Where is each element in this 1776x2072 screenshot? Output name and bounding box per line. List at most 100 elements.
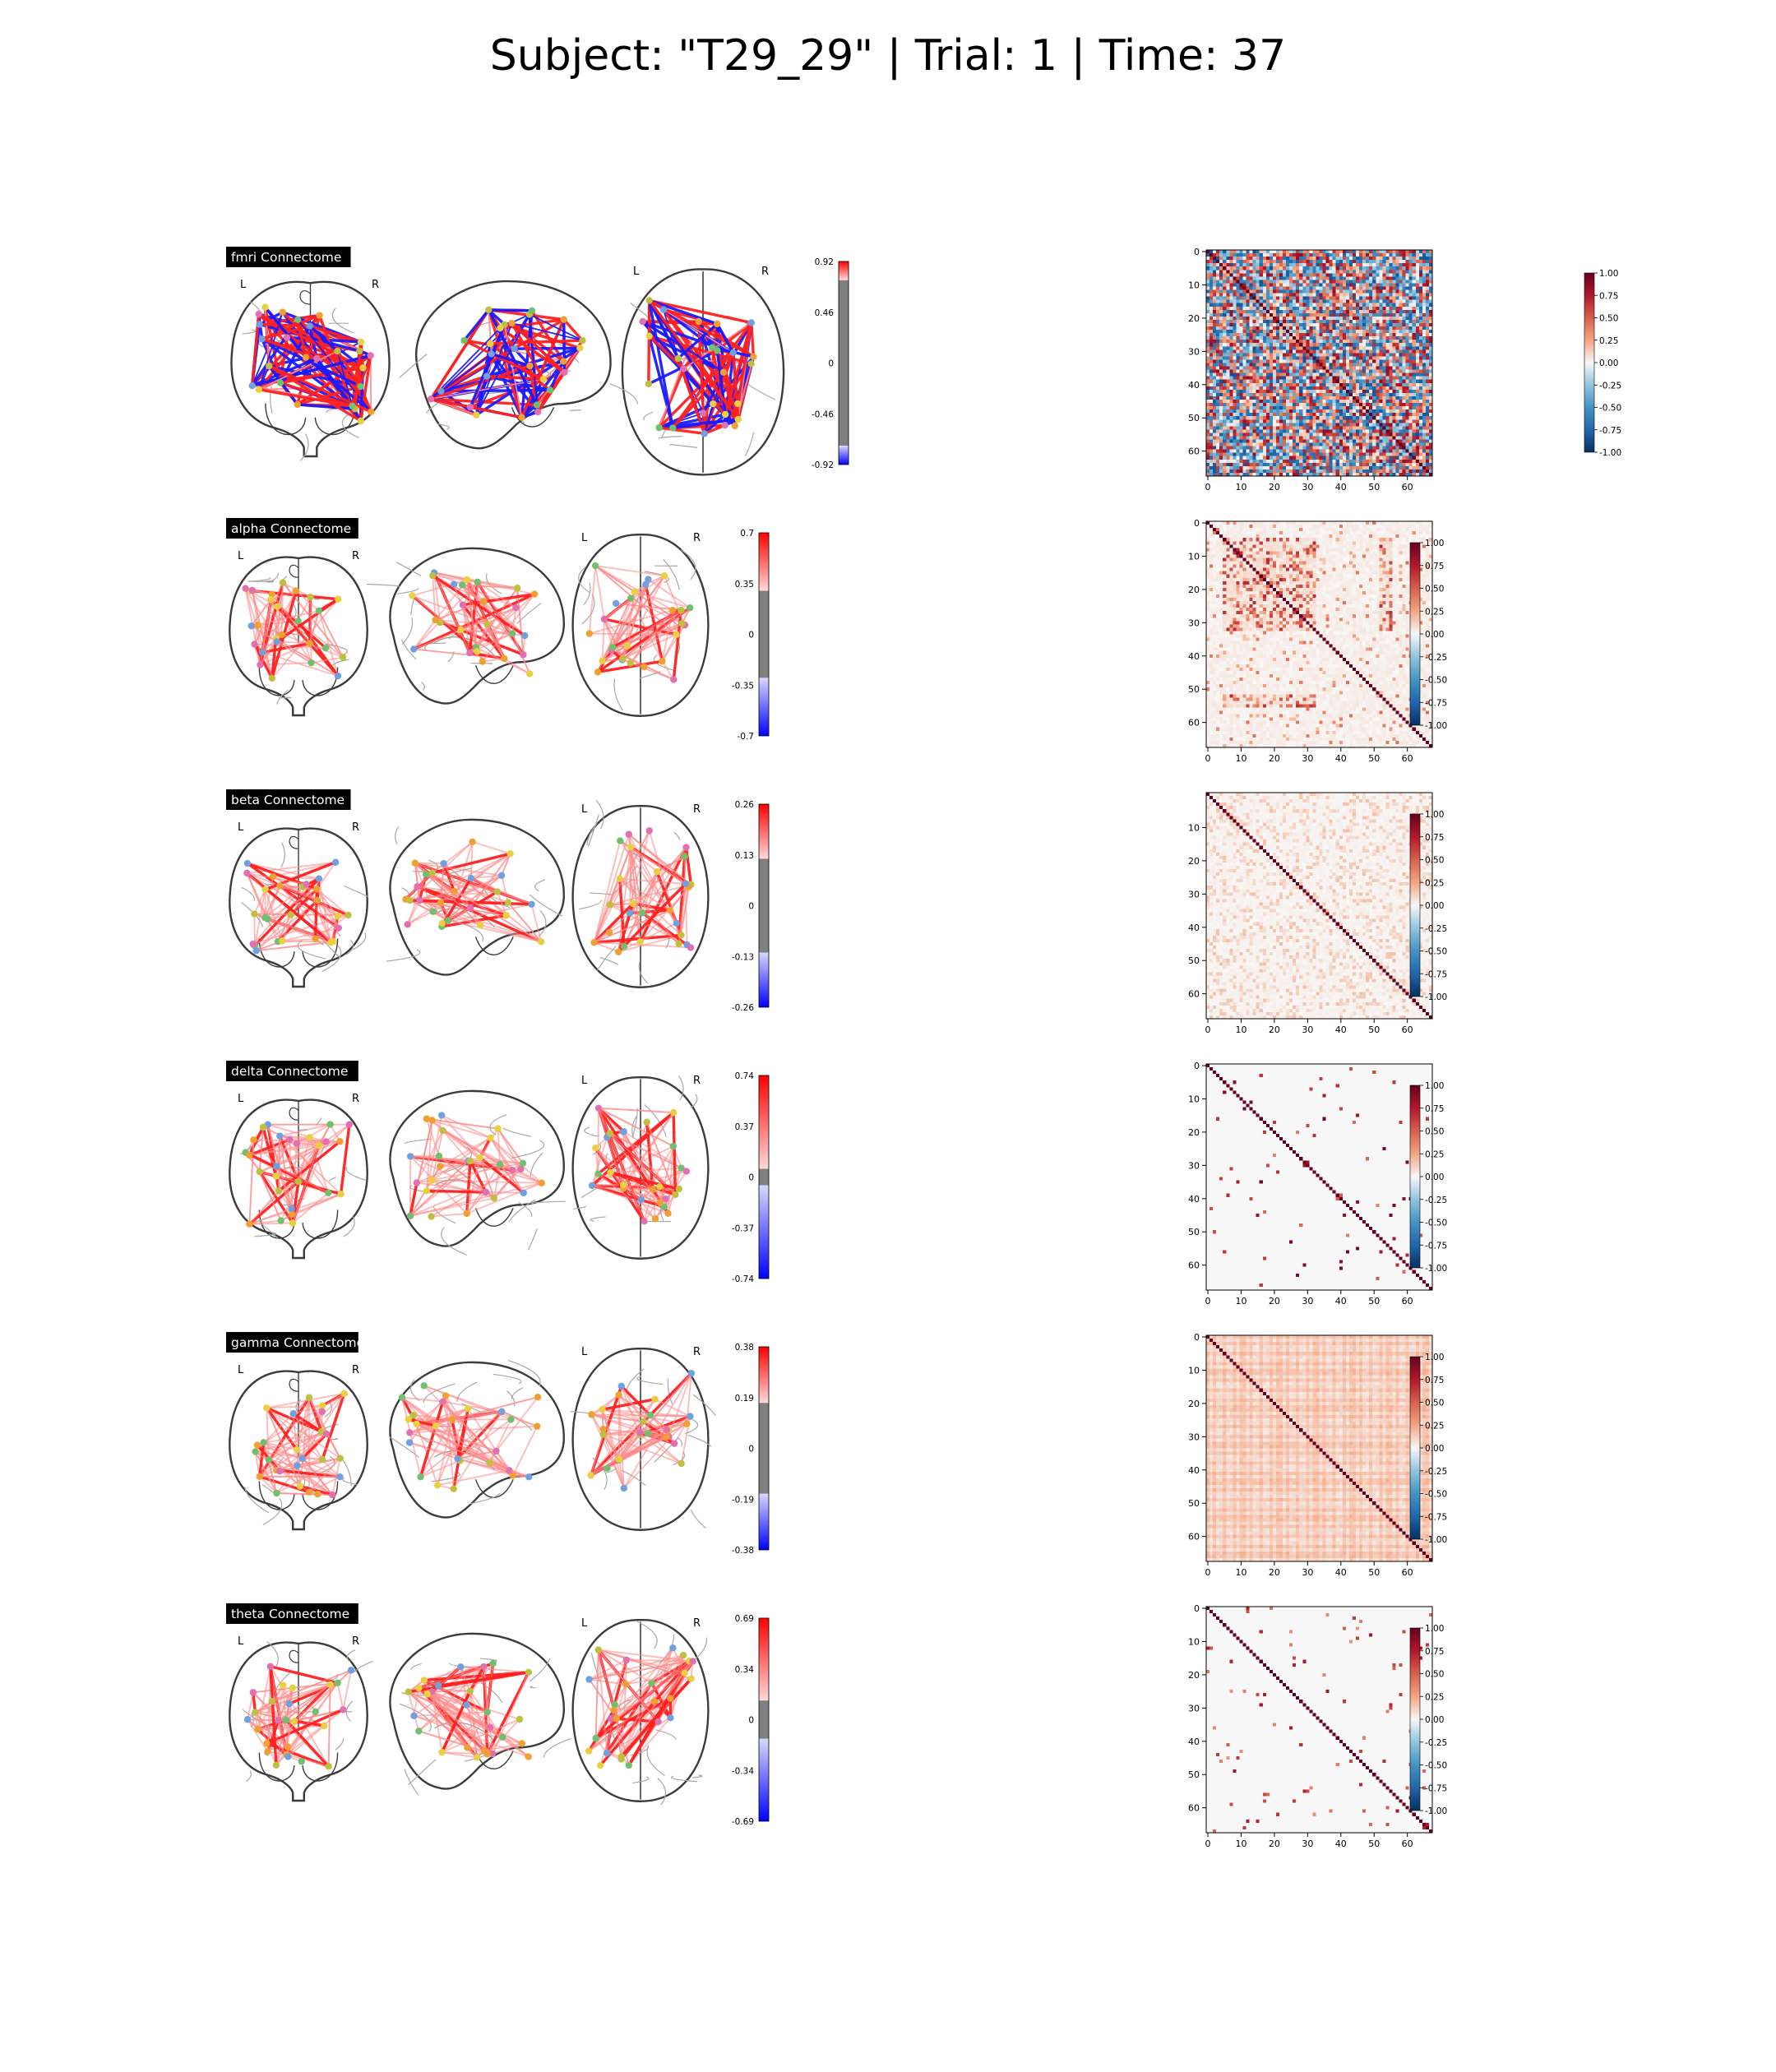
heatmap-cell	[1389, 260, 1393, 264]
heatmap-cell	[1418, 459, 1423, 463]
heatmap-cell	[1279, 336, 1283, 340]
heatmap-cell	[1412, 419, 1416, 423]
heatmap-cell	[1269, 349, 1274, 354]
heatmap-cell	[1209, 459, 1214, 463]
heatmap-cell	[1209, 389, 1214, 394]
heatmap-cell	[1249, 309, 1253, 313]
heatmap-cell	[1348, 423, 1353, 427]
heatmap-cell	[1369, 386, 1373, 390]
heatmap-cell	[1275, 449, 1280, 453]
heatmap-cell	[1339, 336, 1343, 340]
heatmap-cell	[1359, 257, 1363, 261]
heatmap-cell	[1382, 340, 1386, 344]
heatmap-cell	[1428, 399, 1433, 404]
heatmap-cell	[1306, 289, 1310, 294]
heatmap-cell	[1335, 293, 1339, 297]
heatmap-cell	[1239, 322, 1243, 327]
heatmap-cell	[1402, 366, 1406, 370]
heatmap-cell	[1249, 465, 1253, 470]
heatmap-cell	[1359, 293, 1363, 297]
heatmap-cell	[1236, 446, 1240, 450]
heatmap-cell	[1392, 303, 1396, 307]
heatmap-cell	[1309, 446, 1313, 450]
heatmap-cell	[1242, 442, 1246, 446]
heatmap-cell	[1339, 257, 1343, 261]
heatmap-cell	[1339, 346, 1343, 350]
heatmap-cell	[1306, 363, 1310, 367]
heatmap-cell	[1402, 446, 1406, 450]
heatmap-cell	[1405, 270, 1409, 274]
heatmap-cell	[1379, 250, 1383, 254]
heatmap-cell	[1216, 449, 1220, 453]
heatmap-cell	[1415, 442, 1419, 446]
heatmap-cell	[1279, 319, 1283, 324]
heatmap-cell	[1408, 406, 1413, 410]
heatmap-cell	[1246, 423, 1250, 427]
heatmap-cell	[1382, 273, 1386, 277]
heatmap-cell	[1275, 283, 1280, 287]
heatmap-cell	[1259, 416, 1263, 420]
heatmap-cell	[1316, 359, 1320, 363]
heatmap-cell	[1425, 356, 1430, 360]
heatmap-cell	[1428, 322, 1433, 327]
heatmap-cell	[1286, 439, 1290, 443]
heatmap-cell	[1236, 465, 1240, 470]
heatmap-cell	[1382, 395, 1386, 400]
heatmap-cell	[1256, 283, 1260, 287]
heatmap-cell	[1213, 363, 1217, 367]
heatmap-cell	[1265, 276, 1270, 280]
heatmap-cell	[1316, 356, 1320, 360]
heatmap-cell	[1339, 382, 1343, 386]
heatmap-cell	[1395, 413, 1399, 417]
sulcus	[326, 407, 338, 414]
heatmap-cell	[1329, 253, 1333, 257]
heatmap-cell	[1352, 436, 1357, 440]
heatmap-cell	[1385, 253, 1390, 257]
heatmap-cell	[1422, 359, 1427, 363]
heatmap-cell	[1306, 446, 1310, 450]
heatmap-cell	[1309, 353, 1313, 357]
heatmap-cell	[1418, 263, 1423, 267]
heatmap-cell	[1312, 257, 1316, 261]
heatmap-cell	[1252, 423, 1256, 427]
heatmap-cell	[1296, 446, 1300, 450]
heatmap-cell	[1286, 312, 1290, 317]
heatmap-cell	[1213, 462, 1217, 467]
heatmap-cell	[1249, 343, 1253, 347]
heatmap-cell	[1385, 376, 1390, 380]
heatmap-cell	[1242, 312, 1246, 317]
heatmap-cell	[1259, 426, 1263, 430]
heatmap-cell	[1252, 382, 1256, 386]
heatmap-cell	[1399, 386, 1403, 390]
heatmap-cell	[1299, 372, 1303, 377]
heatmap-cell	[1325, 296, 1330, 300]
heatmap-cell	[1229, 257, 1233, 261]
heatmap-cell	[1355, 349, 1360, 354]
heatmap-cell	[1322, 293, 1326, 297]
heatmap-cell	[1392, 432, 1396, 437]
heatmap-cell	[1412, 270, 1416, 274]
heatmap-cell	[1425, 263, 1430, 267]
heatmap-cell	[1233, 316, 1237, 321]
heatmap-cell	[1252, 273, 1256, 277]
heatmap-cell	[1319, 366, 1323, 370]
heatmap-cell	[1279, 419, 1283, 423]
heatmap-cell	[1415, 439, 1419, 443]
heatmap-cell	[1229, 276, 1233, 280]
heatmap-cell	[1389, 382, 1393, 386]
heatmap-cell	[1229, 392, 1233, 397]
heatmap-cell	[1229, 452, 1233, 456]
heatmap-cell	[1286, 343, 1290, 347]
heatmap-cell	[1382, 413, 1386, 417]
heatmap-cell	[1259, 439, 1263, 443]
heatmap-cell	[1296, 349, 1300, 354]
heatmap-cell	[1309, 343, 1313, 347]
heatmap-cell	[1325, 436, 1330, 440]
heatmap-cell	[1382, 263, 1386, 267]
heatmap-cell	[1316, 429, 1320, 433]
heatmap-cell	[1405, 392, 1409, 397]
heatmap-cell	[1355, 340, 1360, 344]
heatmap-cell	[1252, 395, 1256, 400]
heatmap-cell	[1355, 343, 1360, 347]
heatmap-cell	[1342, 446, 1346, 450]
